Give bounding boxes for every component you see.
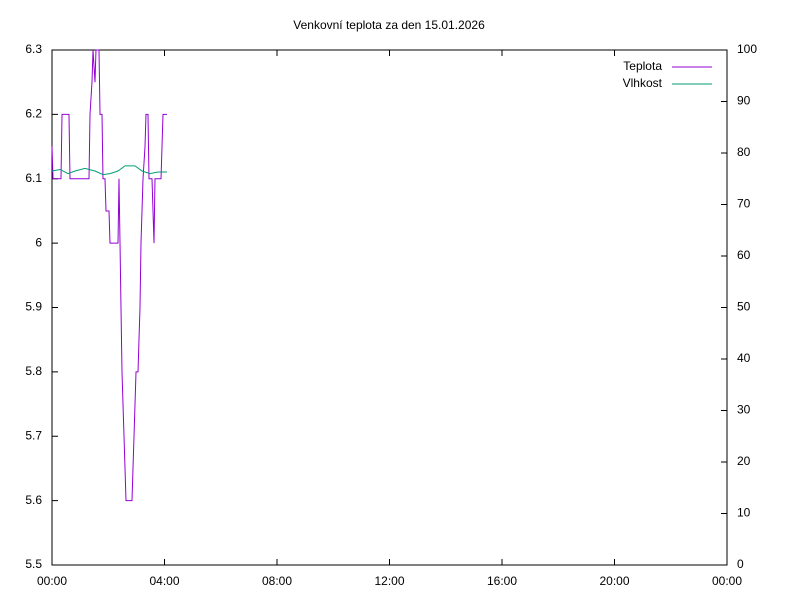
y2-tick-label: 40 — [737, 351, 751, 365]
y-tick-label: 5.7 — [25, 428, 42, 442]
data-line — [51, 165, 167, 176]
x-tick-label: 08:00 — [262, 574, 292, 588]
x-tick-label: 20:00 — [599, 574, 629, 588]
y2-tick-label: 70 — [737, 197, 751, 211]
y-tick-label: 6.1 — [25, 171, 42, 185]
x-tick-label: 12:00 — [374, 574, 404, 588]
y-tick-label: 6 — [35, 235, 42, 249]
y2-tick-label: 30 — [737, 403, 751, 417]
y2-tick-label: 80 — [737, 145, 751, 159]
y2-tick-label: 10 — [737, 506, 751, 520]
y2-tick-label: 50 — [737, 300, 751, 314]
chart-title: Venkovní teplota za den 15.01.2026 — [293, 18, 485, 32]
y-tick-label: 5.6 — [25, 493, 42, 507]
y2-tick-label: 0 — [737, 557, 744, 571]
x-tick-label: 00:00 — [37, 574, 67, 588]
y-tick-label: 6.2 — [25, 107, 42, 121]
y-tick-label: 5.8 — [25, 364, 42, 378]
x-tick-label: 16:00 — [487, 574, 517, 588]
y2-tick-label: 100 — [737, 42, 757, 56]
y-tick-label: 6.3 — [25, 42, 42, 56]
x-tick-label: 04:00 — [149, 574, 179, 588]
y2-tick-label: 60 — [737, 248, 751, 262]
y2-tick-label: 90 — [737, 94, 751, 108]
legend-label: Teplota — [623, 59, 662, 73]
legend-label: Vlhkost — [623, 76, 663, 90]
y-tick-label: 5.5 — [25, 557, 42, 571]
y-tick-label: 5.9 — [25, 300, 42, 314]
data-line — [51, 49, 167, 502]
x-tick-label: 00:00 — [712, 574, 742, 588]
y2-tick-label: 20 — [737, 454, 751, 468]
